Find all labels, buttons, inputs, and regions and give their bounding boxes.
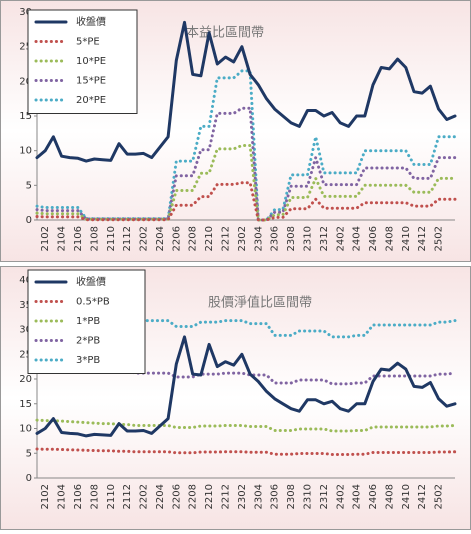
x-tick-label: 2106 — [73, 484, 84, 509]
legend-label: 20*PE — [76, 95, 106, 106]
x-tick-label: 2208 — [188, 484, 199, 509]
y-tick-label: 10 — [19, 146, 32, 157]
x-tick-label: 2410 — [401, 484, 412, 509]
x-tick-label: 2412 — [417, 226, 428, 251]
x-tick-label: 2410 — [401, 226, 412, 251]
x-tick-label: 2312 — [319, 226, 330, 251]
x-tick-label: 2110 — [106, 484, 117, 509]
x-tick-label: 2110 — [106, 226, 117, 251]
x-tick-label: 2112 — [122, 226, 133, 251]
y-tick-label: 0 — [26, 473, 32, 484]
y-tick-label: 30 — [19, 7, 32, 18]
x-tick-label: 2202 — [139, 226, 150, 251]
y-tick-label: 15 — [19, 111, 32, 122]
x-tick-label: 2206 — [171, 226, 182, 251]
legend-label: 10*PE — [76, 56, 106, 67]
x-tick-label: 2302 — [237, 484, 248, 509]
y-tick-label: 20 — [19, 76, 32, 87]
band-line — [35, 181, 457, 222]
x-tick-label: 2304 — [253, 226, 264, 251]
x-tick-label: 2210 — [204, 226, 215, 251]
y-tick-label: 40 — [19, 275, 32, 286]
chart-title: 本益比區間帶 — [186, 26, 264, 41]
legend-label: 收盤價 — [76, 15, 106, 28]
x-tick-label: 2408 — [384, 484, 395, 509]
chart-title: 股價淨值比區間帶 — [208, 295, 312, 311]
y-tick-label: 15 — [19, 399, 32, 410]
x-tick-label: 2112 — [122, 484, 133, 509]
x-tick-label: 2306 — [270, 226, 281, 251]
x-tick-label: 2404 — [352, 226, 363, 251]
x-tick-label: 2502 — [434, 226, 445, 251]
x-tick-label: 2502 — [434, 484, 445, 509]
x-tick-label: 2306 — [270, 484, 281, 509]
x-tick-label: 2104 — [57, 226, 68, 251]
legend-label: 15*PE — [76, 76, 106, 87]
x-tick-label: 2104 — [57, 484, 68, 509]
y-tick-label: 35 — [19, 300, 32, 311]
x-tick-label: 2204 — [155, 226, 166, 251]
x-tick-label: 2202 — [139, 484, 150, 509]
x-tick-label: 2308 — [286, 484, 297, 509]
x-tick-label: 2404 — [352, 484, 363, 509]
x-tick-label: 2302 — [237, 226, 248, 251]
legend-label: 0.5*PB — [76, 297, 110, 308]
y-tick-label: 25 — [19, 42, 32, 53]
x-tick-label: 2312 — [319, 484, 330, 509]
y-tick-label: 10 — [19, 424, 32, 435]
legend-label: 收盤價 — [76, 275, 106, 288]
x-tick-label: 2208 — [188, 226, 199, 251]
y-tick-label: 0 — [26, 215, 32, 226]
y-tick-label: 25 — [19, 349, 32, 360]
x-tick-label: 2310 — [302, 226, 313, 251]
x-tick-label: 2108 — [89, 484, 100, 509]
legend-label: 5*PE — [76, 37, 100, 48]
legend-label: 3*PB — [76, 355, 100, 366]
y-tick-label: 30 — [19, 325, 32, 336]
price-line — [35, 335, 457, 438]
x-tick-label: 2406 — [368, 484, 379, 509]
x-tick-label: 2308 — [286, 226, 297, 251]
x-tick-label: 2102 — [40, 484, 51, 509]
legend-label: 2*PB — [76, 336, 100, 347]
x-tick-label: 2406 — [368, 226, 379, 251]
y-tick-label: 5 — [26, 180, 32, 191]
x-tick-label: 2206 — [171, 484, 182, 509]
x-tick-label: 2402 — [335, 226, 346, 251]
band-line — [35, 418, 457, 433]
legend-label: 1*PB — [76, 316, 100, 327]
x-tick-label: 2106 — [73, 226, 84, 251]
y-tick-label: 5 — [26, 448, 32, 459]
x-tick-label: 2304 — [253, 484, 264, 509]
x-tick-label: 2310 — [302, 484, 313, 509]
price-line — [35, 20, 457, 163]
x-tick-label: 2212 — [221, 226, 232, 251]
x-tick-label: 2412 — [417, 484, 428, 509]
x-tick-label: 2204 — [155, 484, 166, 509]
x-tick-label: 2210 — [204, 484, 215, 509]
x-tick-label: 2212 — [221, 484, 232, 509]
y-tick-label: 20 — [19, 374, 32, 385]
x-tick-label: 2102 — [40, 226, 51, 251]
x-tick-label: 2402 — [335, 484, 346, 509]
band-line — [35, 447, 457, 456]
x-tick-label: 2408 — [384, 226, 395, 251]
x-tick-label: 2108 — [89, 226, 100, 251]
